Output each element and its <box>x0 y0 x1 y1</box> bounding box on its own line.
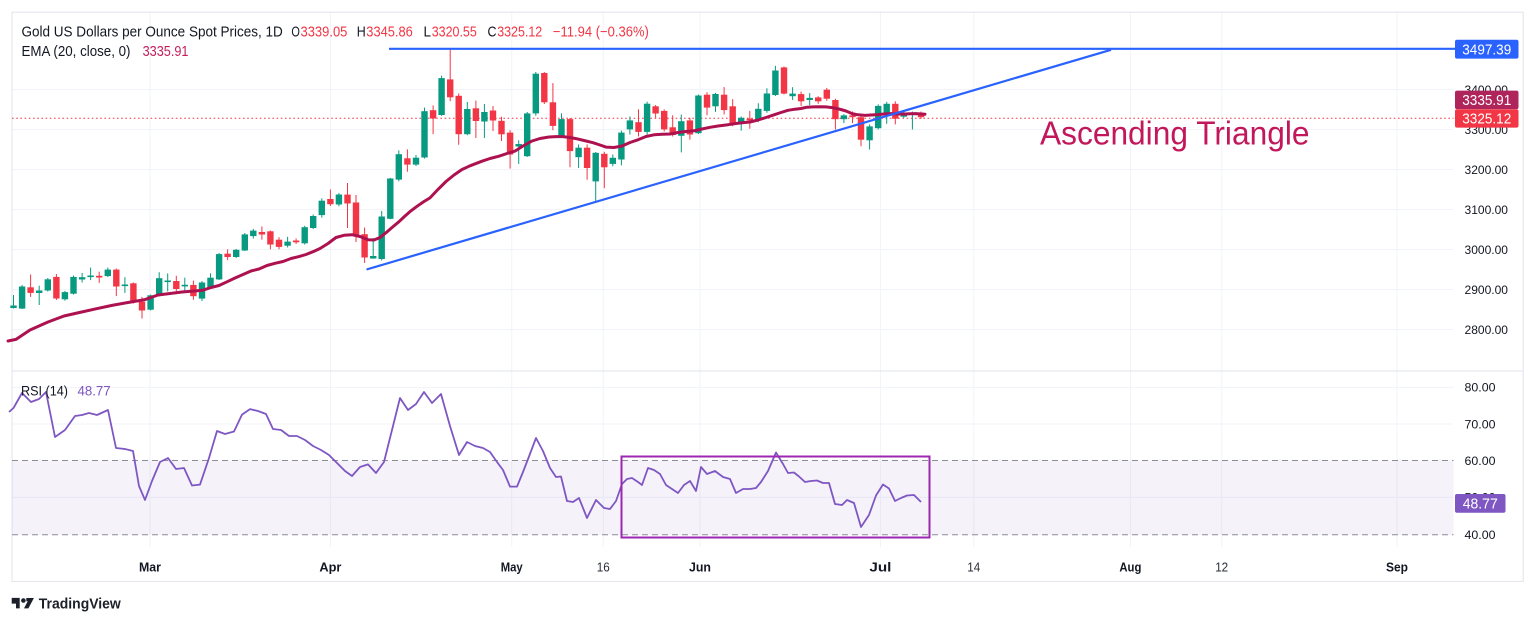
svg-text:May: May <box>501 561 523 575</box>
svg-text:3320.55: 3320.55 <box>432 25 477 41</box>
svg-text:H: H <box>357 25 366 41</box>
svg-text:3325.12: 3325.12 <box>1462 112 1511 128</box>
svg-text:3200.00: 3200.00 <box>1465 163 1509 177</box>
svg-text:Jun: Jun <box>689 561 711 575</box>
svg-text:48.77: 48.77 <box>78 383 111 399</box>
svg-text:Mar: Mar <box>139 561 161 575</box>
svg-text:3497.39: 3497.39 <box>1462 42 1511 58</box>
svg-text:60.00: 60.00 <box>1465 454 1496 468</box>
svg-text:Ascending Triangle: Ascending Triangle <box>1040 115 1310 152</box>
svg-text:80.00: 80.00 <box>1465 381 1496 395</box>
svg-text:14: 14 <box>967 561 980 575</box>
svg-text:Gold US Dollars per Ounce Spot: Gold US Dollars per Ounce Spot Prices, 1… <box>22 25 283 41</box>
svg-text:−11.94 (−0.36%): −11.94 (−0.36%) <box>553 25 649 41</box>
svg-text:O: O <box>291 25 300 41</box>
svg-text:L: L <box>424 25 432 41</box>
svg-text:16: 16 <box>597 561 610 575</box>
svg-text:2800.00: 2800.00 <box>1465 323 1509 337</box>
svg-text:Apr: Apr <box>319 561 341 575</box>
svg-text:3000.00: 3000.00 <box>1465 243 1509 257</box>
svg-text:48.77: 48.77 <box>1463 497 1498 513</box>
svg-text:Jul: Jul <box>869 561 891 575</box>
svg-text:3335.91: 3335.91 <box>1462 93 1511 109</box>
svg-text:3339.05: 3339.05 <box>301 25 348 41</box>
svg-text:3345.86: 3345.86 <box>366 25 413 41</box>
svg-text:EMA (20, close, 0): EMA (20, close, 0) <box>22 44 131 60</box>
svg-text:TradingView: TradingView <box>39 596 122 612</box>
svg-text:12: 12 <box>1215 561 1228 575</box>
svg-text:70.00: 70.00 <box>1465 417 1496 431</box>
svg-text:C: C <box>488 25 497 41</box>
svg-text:3335.91: 3335.91 <box>143 44 189 60</box>
svg-text:2900.00: 2900.00 <box>1465 283 1509 297</box>
svg-text:Aug: Aug <box>1119 561 1141 575</box>
svg-text:40.00: 40.00 <box>1465 528 1496 542</box>
svg-text:Sep: Sep <box>1386 561 1408 575</box>
svg-text:3325.12: 3325.12 <box>497 25 542 41</box>
svg-text:3100.00: 3100.00 <box>1465 203 1509 217</box>
svg-text:RSI (14): RSI (14) <box>21 383 68 399</box>
